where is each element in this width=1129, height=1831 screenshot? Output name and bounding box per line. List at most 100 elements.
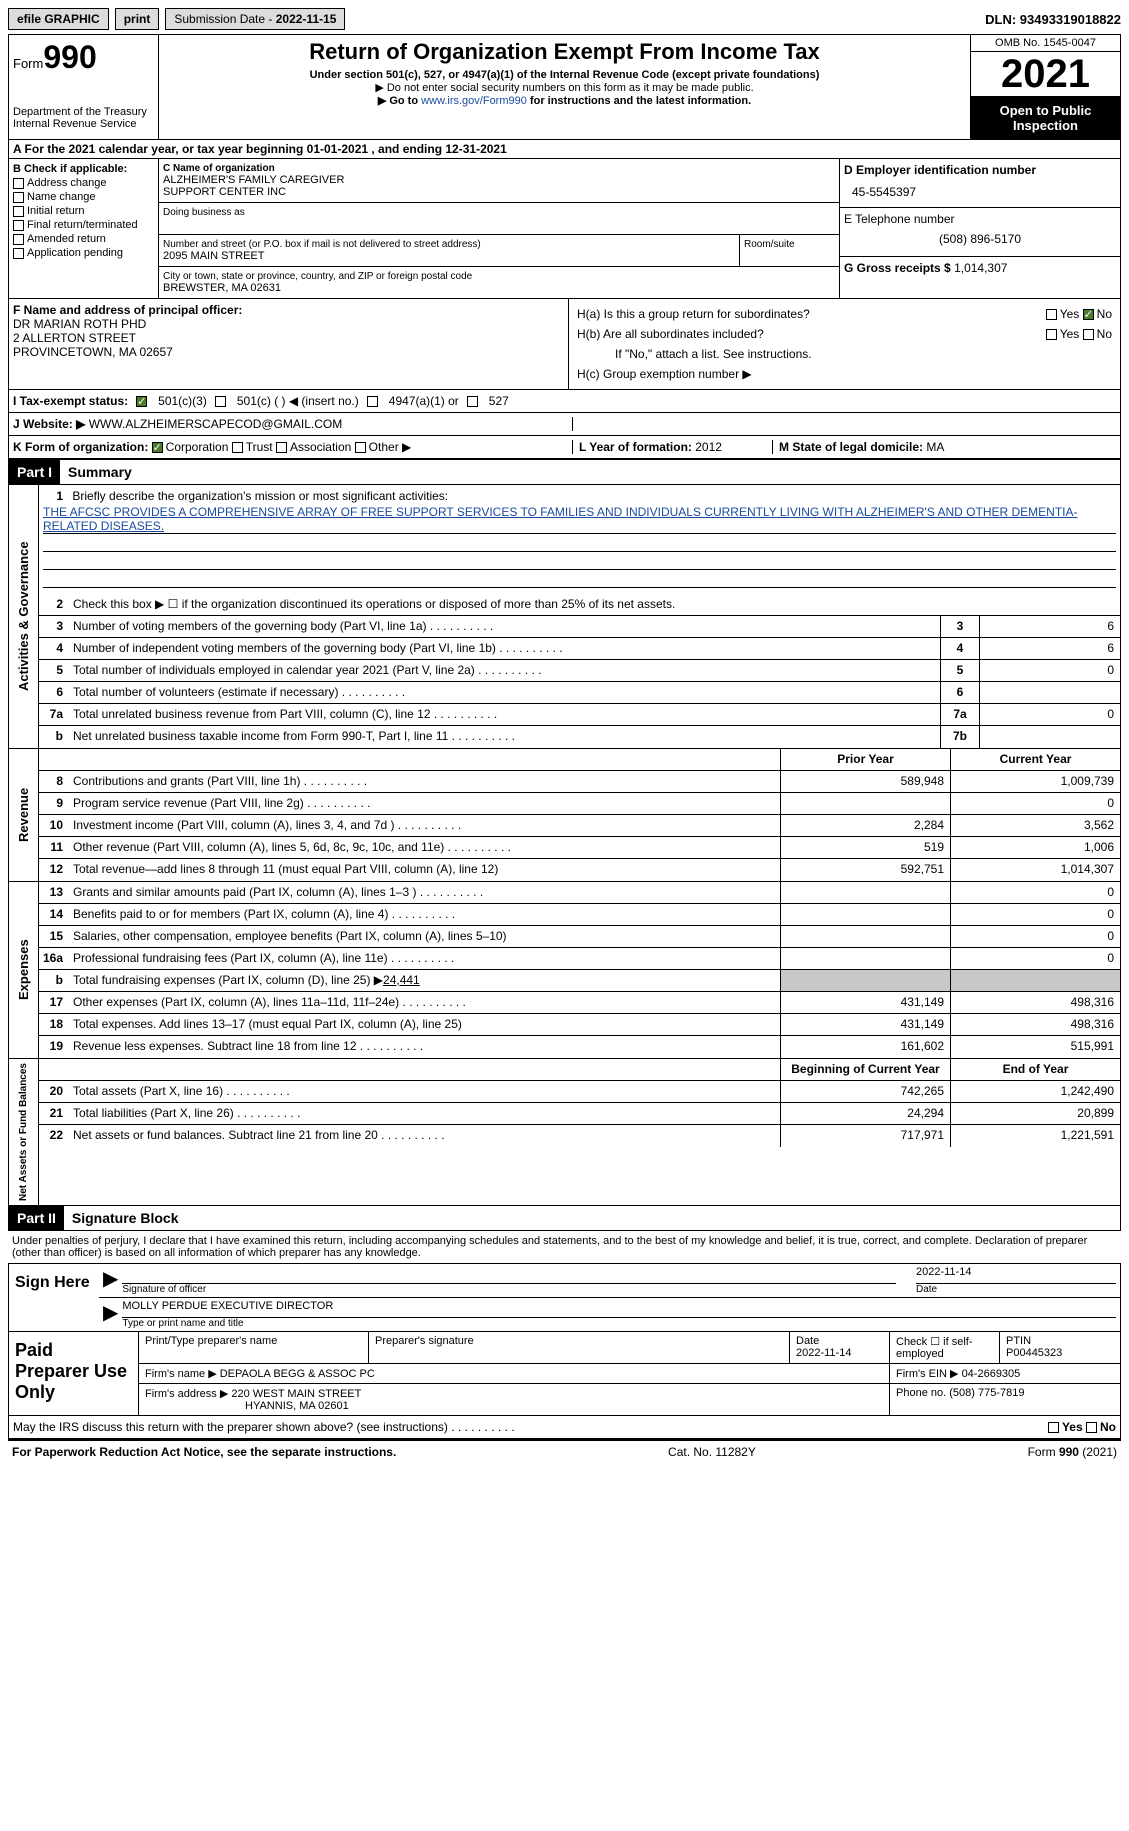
org-name: ALZHEIMER'S FAMILY CAREGIVER SUPPORT CEN… (163, 174, 835, 198)
current-year-hdr: Current Year (950, 749, 1120, 770)
dba-box: Doing business as (159, 203, 840, 235)
sig-officer-label: Signature of officer (122, 1284, 896, 1295)
sign-arrow-icon: ▶ (103, 1266, 118, 1295)
line12-cy: 1,014,307 (950, 859, 1120, 881)
firm-ein: Firm's EIN ▶ 04-2669305 (890, 1364, 1120, 1383)
line18-cy: 498,316 (950, 1014, 1120, 1035)
dln-number: DLN: 93493319018822 (985, 12, 1121, 27)
line21-py: 24,294 (780, 1103, 950, 1124)
open-inspection-badge: Open to Public Inspection (971, 97, 1120, 139)
firm-address: Firm's address ▶ 220 WEST MAIN STREETHYA… (139, 1384, 890, 1415)
state-domicile: M State of legal domicile: MA (773, 440, 1116, 454)
part2-header: Part II (9, 1206, 64, 1230)
cb-application-pending[interactable]: Application pending (13, 247, 154, 259)
line8-cy: 1,009,739 (950, 771, 1120, 792)
sign-here-label: Sign Here (9, 1264, 99, 1331)
hc-exemption: H(c) Group exemption number ▶ (575, 365, 1114, 383)
line16a: Professional fundraising fees (Part IX, … (69, 948, 780, 969)
bcy-hdr: Beginning of Current Year (780, 1059, 950, 1080)
cb-corporation[interactable] (152, 442, 163, 453)
officer-name-label: Type or print name and title (122, 1318, 1116, 1329)
line2: Check this box ▶ ☐ if the organization d… (69, 594, 1120, 615)
line4-val: 6 (980, 638, 1120, 659)
hb-subordinates: H(b) Are all subordinates included? (575, 325, 989, 343)
cat-no: Cat. No. 11282Y (396, 1445, 1027, 1459)
tab-net-assets: Net Assets or Fund Balances (9, 1059, 39, 1205)
hb-no-cb[interactable] (1083, 329, 1094, 340)
irs-link[interactable]: www.irs.gov/Form990 (421, 95, 527, 107)
year-formation: L Year of formation: 2012 (573, 440, 773, 454)
line20-cy: 1,242,490 (950, 1081, 1120, 1102)
line6: Total number of volunteers (estimate if … (69, 682, 940, 703)
form-header: Form990 Department of the Treasury Inter… (8, 34, 1121, 140)
cb-address-change[interactable]: Address change (13, 177, 154, 189)
line12-py: 592,751 (780, 859, 950, 881)
line5: Total number of individuals employed in … (69, 660, 940, 681)
firm-phone: Phone no. (508) 775-7819 (890, 1384, 1120, 1415)
discuss-preparer-row: May the IRS discuss this return with the… (8, 1416, 1121, 1439)
mission-block: 1 Briefly describe the organization's mi… (39, 485, 1120, 594)
line13-cy: 0 (950, 882, 1120, 903)
instructions-link: ▶ Go to www.irs.gov/Form990 for instruct… (163, 94, 966, 107)
line11-cy: 1,006 (950, 837, 1120, 858)
line12: Total revenue—add lines 8 through 11 (mu… (69, 859, 780, 881)
cb-527[interactable] (467, 396, 478, 407)
prior-year-hdr: Prior Year (780, 749, 950, 770)
line11-py: 519 (780, 837, 950, 858)
form-footer: Form 990 (2021) (1028, 1445, 1117, 1459)
line8: Contributions and grants (Part VIII, lin… (69, 771, 780, 792)
ha-yes-cb[interactable] (1046, 309, 1057, 320)
cb-trust[interactable] (232, 442, 243, 453)
line15-cy: 0 (950, 926, 1120, 947)
gross-receipts-value: 1,014,307 (954, 261, 1007, 275)
cb-name-change[interactable]: Name change (13, 191, 154, 203)
row-k-form-org: K Form of organization: Corporation Trus… (13, 440, 573, 454)
line17-py: 431,149 (780, 992, 950, 1013)
city-state-zip: BREWSTER, MA 02631 (163, 282, 835, 294)
cb-association[interactable] (276, 442, 287, 453)
top-toolbar: efile GRAPHIC print Submission Date - 20… (8, 8, 1121, 30)
row-j-website: J Website: ▶ WWW.ALZHEIMERSCAPECOD@GMAIL… (8, 413, 1121, 436)
street-address-box: Number and street (or P.O. box if mail i… (159, 235, 739, 266)
part1-title: Summary (60, 460, 140, 484)
room-suite: Room/suite (739, 235, 839, 266)
cb-final-return[interactable]: Final return/terminated (13, 219, 154, 231)
tab-expenses: Expenses (9, 882, 39, 1058)
mission-text: THE AFCSC PROVIDES A COMPREHENSIVE ARRAY… (43, 505, 1078, 533)
discuss-yes-cb[interactable] (1048, 1422, 1059, 1433)
form-title: Return of Organization Exempt From Incom… (163, 39, 966, 65)
ssn-warning: ▶ Do not enter social security numbers o… (163, 81, 966, 94)
line5-val: 0 (980, 660, 1120, 681)
ha-no-cb[interactable] (1083, 309, 1094, 320)
omb-number: OMB No. 1545-0047 (971, 35, 1120, 52)
line7b: Net unrelated business taxable income fr… (69, 726, 940, 748)
cb-initial-return[interactable]: Initial return (13, 205, 154, 217)
cb-501c3[interactable] (136, 396, 147, 407)
discuss-no-cb[interactable] (1086, 1422, 1097, 1433)
row-a-tax-year: A For the 2021 calendar year, or tax yea… (8, 140, 1121, 159)
line7b-val (980, 726, 1120, 748)
line7a: Total unrelated business revenue from Pa… (69, 704, 940, 725)
efile-badge: efile GRAPHIC (8, 8, 109, 30)
line19-py: 161,602 (780, 1036, 950, 1058)
form-subtitle: Under section 501(c), 527, or 4947(a)(1)… (163, 69, 966, 81)
city-box: City or town, state or province, country… (159, 267, 840, 298)
prep-date: Date2022-11-14 (790, 1332, 890, 1363)
line15: Salaries, other compensation, employee b… (69, 926, 780, 947)
cb-amended-return[interactable]: Amended return (13, 233, 154, 245)
cb-501c[interactable] (215, 396, 226, 407)
cb-4947[interactable] (367, 396, 378, 407)
line10-cy: 3,562 (950, 815, 1120, 836)
line9-cy: 0 (950, 793, 1120, 814)
column-b-checkboxes: B Check if applicable: Address change Na… (9, 159, 159, 298)
line10-py: 2,284 (780, 815, 950, 836)
prep-ptin: PTINP00445323 (1000, 1332, 1120, 1363)
dept-treasury: Department of the Treasury Internal Reve… (13, 106, 154, 130)
paperwork-notice: For Paperwork Reduction Act Notice, see … (12, 1445, 396, 1459)
cb-other[interactable] (355, 442, 366, 453)
telephone-box: E Telephone number (508) 896-5170 (840, 208, 1120, 257)
print-button[interactable]: print (115, 8, 160, 30)
prep-self-employed: Check ☐ if self-employed (890, 1332, 1000, 1363)
line16a-cy: 0 (950, 948, 1120, 969)
hb-yes-cb[interactable] (1046, 329, 1057, 340)
